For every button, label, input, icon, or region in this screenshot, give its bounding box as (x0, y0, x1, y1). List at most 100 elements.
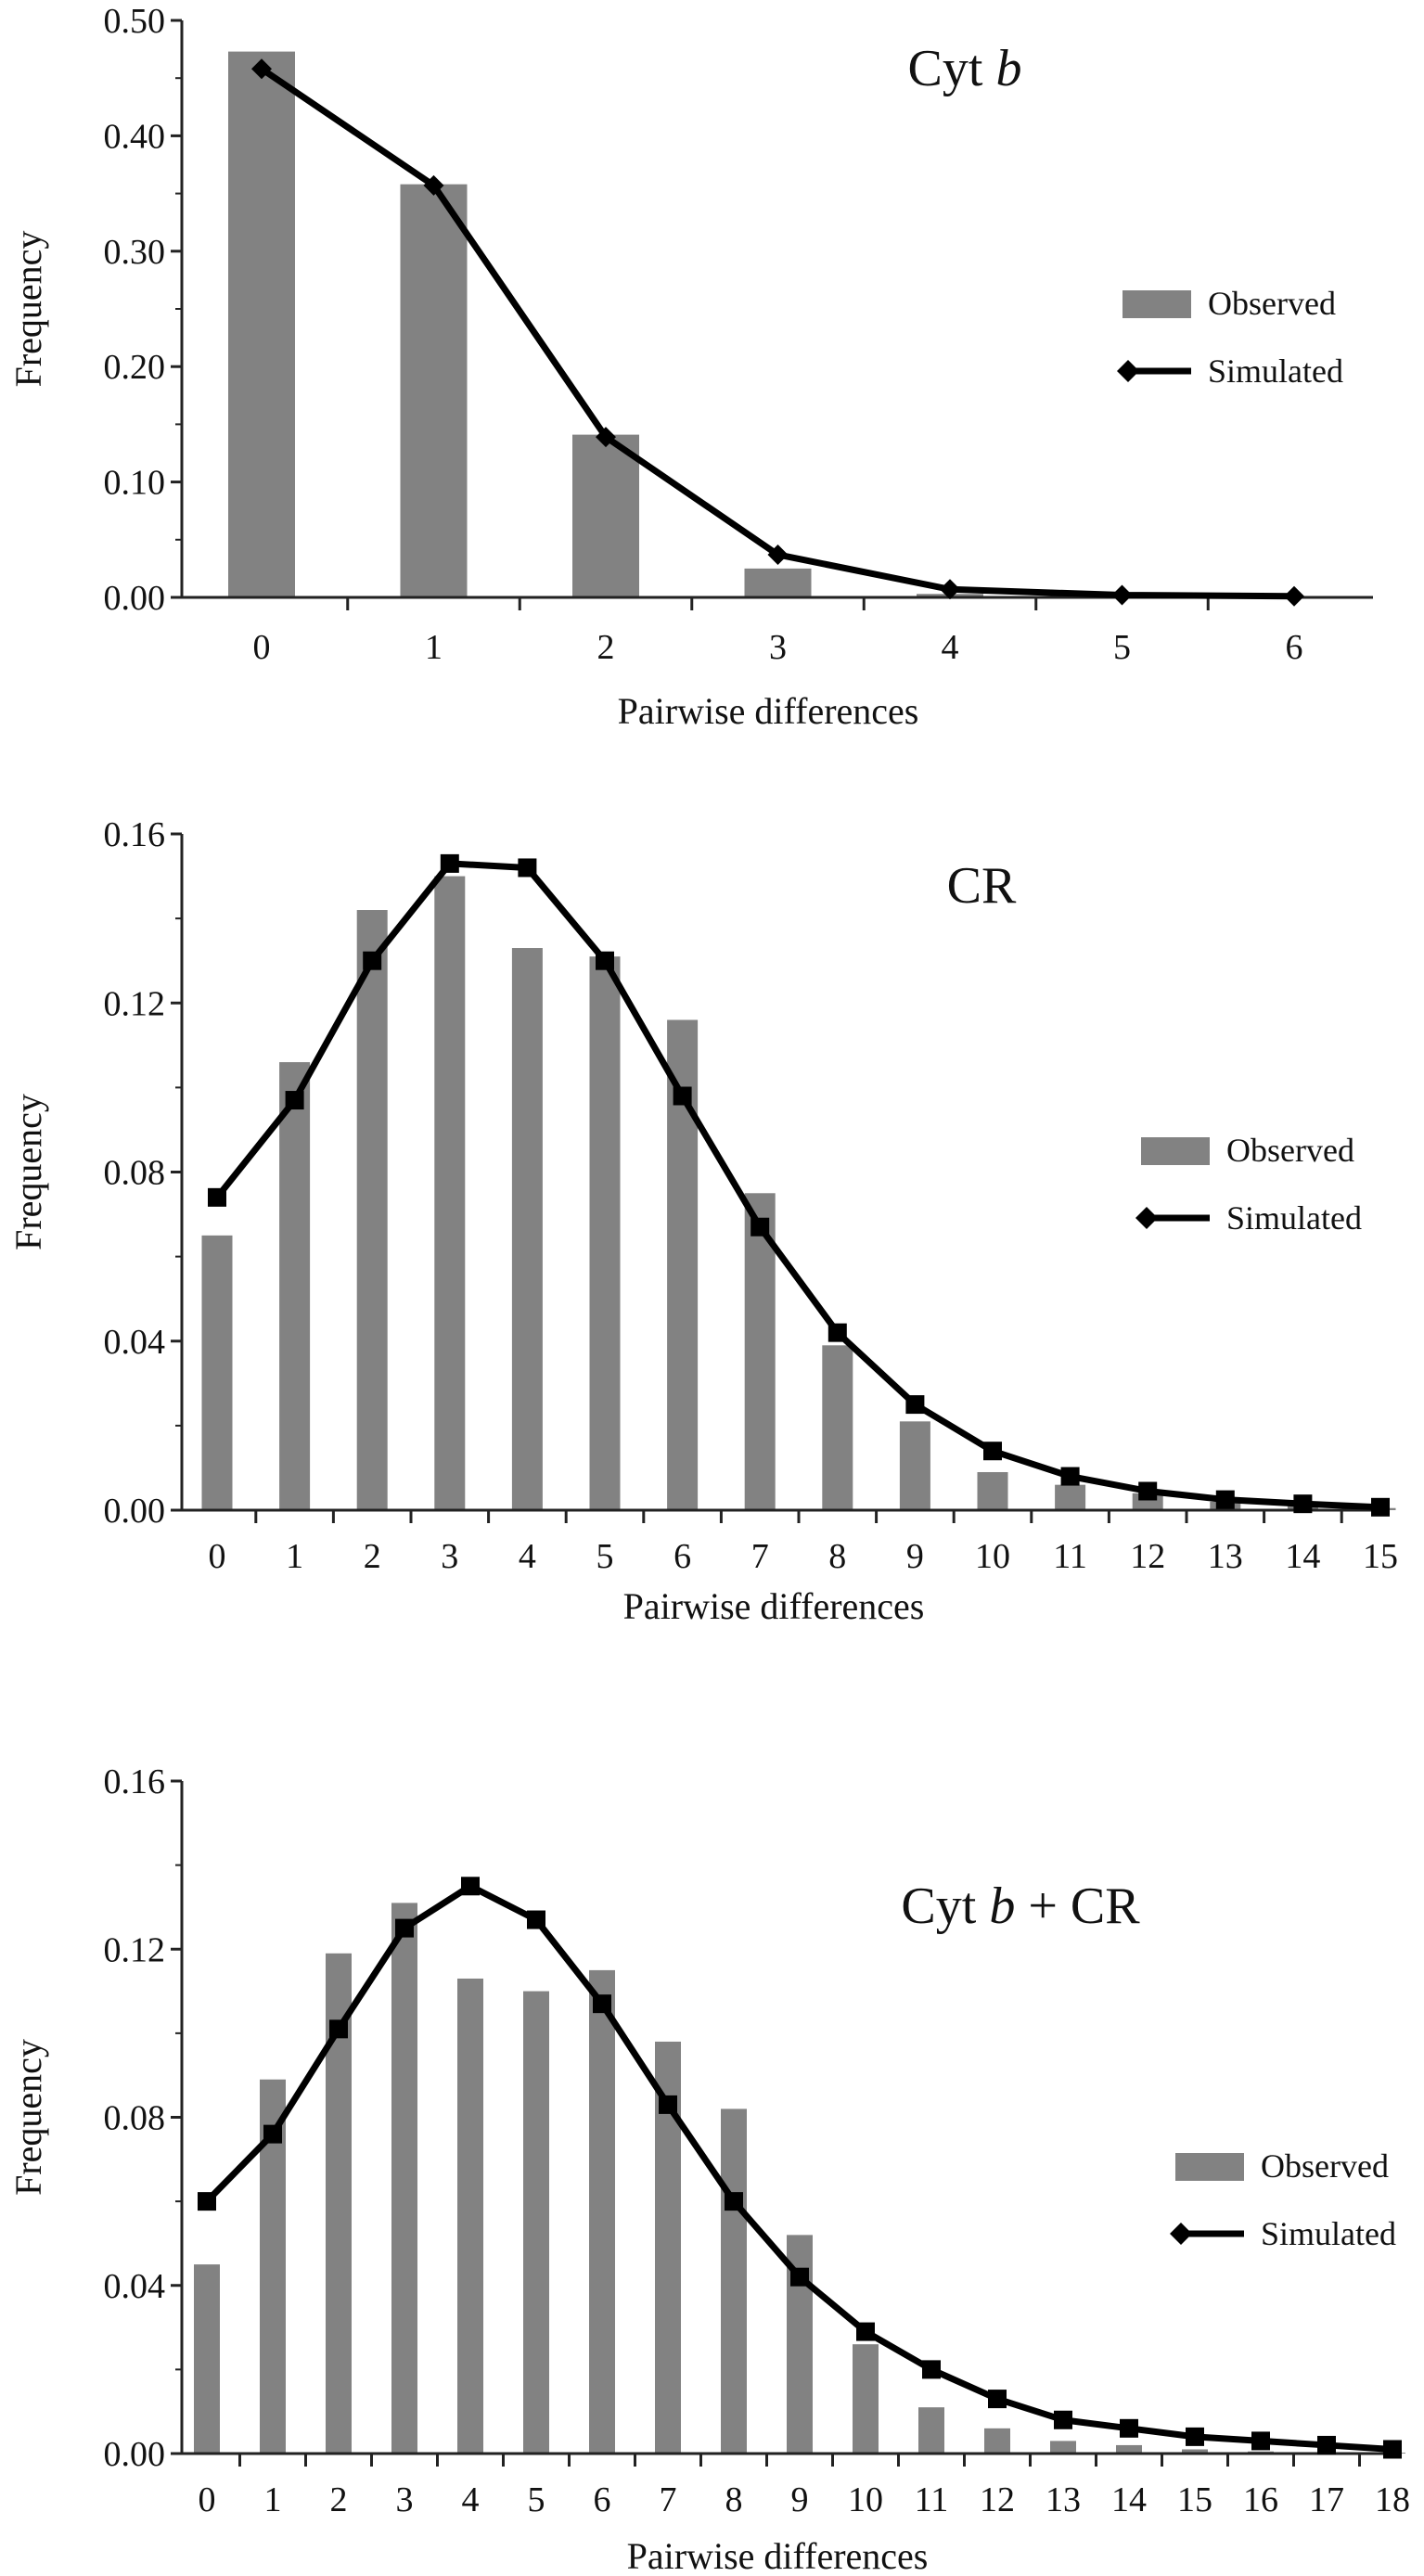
x-tick-label-14: 14 (1285, 1537, 1320, 1576)
observed-bar-3 (744, 568, 812, 597)
simulated-point-2 (363, 951, 382, 970)
x-tick-label-1: 1 (425, 628, 443, 667)
legend: Observed Simulated (1117, 285, 1343, 390)
x-tick-label-5: 5 (1113, 628, 1131, 667)
x-tick-label-14: 14 (1111, 2480, 1147, 2519)
simulated-point-3 (395, 1918, 414, 1938)
x-tick-label-16: 16 (1243, 2480, 1278, 2519)
simulated-point-2 (329, 2019, 348, 2039)
simulated-point-15 (1371, 1497, 1390, 1517)
simulated-point-0 (251, 58, 272, 80)
x-tick-label-0: 0 (199, 2480, 216, 2519)
legend-observed-label: Observed (1226, 1132, 1354, 1169)
simulated-point-9 (790, 2267, 809, 2287)
simulated-line (213, 860, 1384, 1511)
chart-title-part: Cyt (908, 40, 996, 97)
simulated-point-14 (1120, 2418, 1138, 2438)
observed-bar-12 (984, 2428, 1010, 2454)
x-tick-label-1: 1 (286, 1537, 303, 1576)
simulated-point-6 (673, 1086, 692, 1106)
simulated-point-13 (1215, 1490, 1235, 1509)
chart-panel-cytb-cr: 0.000.040.080.120.160 1 2 3 4 5 6 7 8 9 10 11 12 13 14… (7, 1762, 1410, 2576)
legend-observed-swatch (1175, 2153, 1244, 2181)
x-tick-label-6: 6 (1286, 628, 1303, 667)
observed-bar-10 (977, 1471, 1008, 1510)
diamond-marker-icon (1117, 360, 1139, 382)
observed-bar-13 (1050, 2441, 1076, 2454)
observed-bar-1 (279, 1062, 311, 1510)
simulated-point-12 (1138, 1481, 1158, 1501)
observed-bar-2 (356, 910, 388, 1510)
x-tick-label-7: 7 (751, 1537, 769, 1576)
y-tick-label: 0.08 (104, 1154, 166, 1193)
x-tick-label-4: 4 (462, 2480, 480, 2519)
y-tick-label: 0.04 (104, 2267, 166, 2306)
simulated-point-0 (208, 1187, 226, 1207)
chart-title: Cyt b + CR (901, 1878, 1140, 1935)
legend: Observed Simulated (1135, 1132, 1362, 1237)
simulated-markers (208, 853, 1390, 1517)
x-tick-label-12: 12 (980, 2480, 1015, 2519)
y-tick-label: 0.30 (104, 233, 166, 272)
y-tick-label: 0.10 (104, 464, 166, 503)
x-tick-label-5: 5 (528, 2480, 545, 2519)
simulated-point-11 (1060, 1467, 1080, 1486)
observed-bar-11 (1055, 1484, 1086, 1510)
y-tick-label: 0.20 (104, 348, 166, 387)
simulated-markers (251, 58, 1304, 607)
simulated-point-13 (1054, 2410, 1072, 2429)
observed-bar-11 (918, 2407, 944, 2454)
x-tick-label-3: 3 (769, 628, 787, 667)
x-tick-label-2: 2 (597, 628, 615, 667)
simulated-point-7 (750, 1217, 770, 1237)
x-tick-label-6: 6 (674, 1537, 691, 1576)
simulated-point-1 (263, 2124, 282, 2144)
observed-bar-3 (391, 1903, 417, 2454)
simulated-point-4 (461, 1877, 480, 1896)
y-tick-label: 0.50 (104, 2, 166, 41)
x-tick-label-8: 8 (828, 1537, 846, 1576)
observed-bar-14 (1116, 2444, 1142, 2454)
observed-bar-10 (853, 2344, 879, 2454)
observed-bar-0 (194, 2264, 220, 2454)
chart-title-part: b (989, 1878, 1015, 1935)
x-tick-label-11: 11 (1053, 1537, 1087, 1576)
observed-bar-3 (434, 876, 466, 1510)
y-tick-label: 0.04 (104, 1323, 166, 1362)
legend-simulated-label: Simulated (1261, 2215, 1396, 2252)
legend-observed-label: Observed (1261, 2147, 1389, 2185)
x-tick-label-0: 0 (209, 1537, 226, 1576)
x-tick-label-17: 17 (1309, 2480, 1344, 2519)
simulated-point-4 (940, 579, 960, 600)
legend-observed-swatch (1141, 1137, 1210, 1165)
simulated-point-14 (1293, 1494, 1313, 1514)
y-axis-label: Frequency (7, 2039, 49, 2196)
x-axis-label: Pairwise differences (623, 1585, 925, 1627)
x-tick-label-0: 0 (253, 628, 271, 667)
observed-bars (228, 51, 983, 597)
simulated-point-17 (1317, 2435, 1336, 2454)
simulated-point-16 (1251, 2431, 1270, 2451)
simulated-point-15 (1186, 2427, 1204, 2446)
x-tick-label-18: 18 (1375, 2480, 1410, 2519)
simulated-point-10 (856, 2322, 875, 2341)
legend-simulated-label: Simulated (1208, 352, 1343, 390)
simulated-point-5 (596, 951, 614, 970)
simulated-point-0 (198, 2192, 216, 2211)
x-tick-label-4: 4 (519, 1537, 536, 1576)
chart-title-part: + CR (1015, 1878, 1140, 1935)
simulated-point-6 (1284, 585, 1304, 607)
x-tick-label-2: 2 (364, 1537, 381, 1576)
observed-bar-8 (822, 1345, 853, 1510)
observed-bar-9 (899, 1421, 930, 1510)
chart-title-part: Cyt (901, 1878, 989, 1935)
observed-bars (201, 876, 1396, 1510)
observed-bar-8 (721, 2108, 747, 2454)
x-tick-label-2: 2 (330, 2480, 348, 2519)
y-tick-label: 0.00 (104, 579, 166, 618)
simulated-point-1 (285, 1091, 304, 1110)
chart-title-part: CR (947, 857, 1017, 915)
simulated-point-18 (1383, 2440, 1402, 2459)
x-tick-label-11: 11 (915, 2480, 949, 2519)
